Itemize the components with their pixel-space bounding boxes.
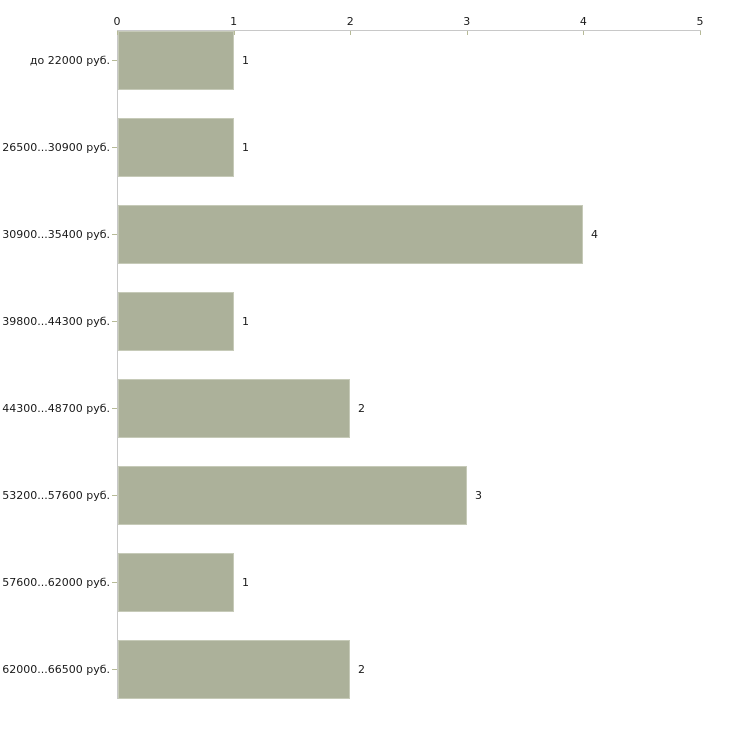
category-tick-mark: [112, 495, 117, 496]
y-axis-line: [117, 30, 118, 699]
value-label: 1: [242, 576, 249, 589]
category-tick-mark: [112, 408, 117, 409]
bar: [118, 640, 350, 699]
bar: [118, 31, 234, 90]
value-label: 1: [242, 315, 249, 328]
category-label: 53200...57600 руб.: [2, 489, 110, 502]
category-label: 30900...35400 руб.: [2, 228, 110, 241]
x-axis-tick-label: 3: [463, 15, 471, 28]
value-label: 4: [591, 228, 598, 241]
bar: [118, 379, 350, 438]
category-tick-mark: [112, 147, 117, 148]
x-axis-tick-label: 4: [579, 15, 587, 28]
x-axis-tick-mark: [583, 31, 584, 35]
category-tick-mark: [112, 234, 117, 235]
x-axis-tick-mark: [700, 31, 701, 35]
value-label: 3: [475, 489, 482, 502]
x-axis-tick-label: 5: [696, 15, 704, 28]
value-label: 2: [358, 402, 365, 415]
value-label: 1: [242, 141, 249, 154]
category-tick-mark: [112, 669, 117, 670]
category-tick-mark: [112, 582, 117, 583]
category-label: 62000...66500 руб.: [2, 663, 110, 676]
x-axis-tick-mark: [234, 31, 235, 35]
x-axis-tick-label: 1: [230, 15, 238, 28]
value-label: 1: [242, 54, 249, 67]
category-tick-mark: [112, 321, 117, 322]
bar: [118, 205, 583, 264]
x-axis-tick-mark: [350, 31, 351, 35]
category-label: 57600...62000 руб.: [2, 576, 110, 589]
x-axis-tick-mark: [467, 31, 468, 35]
bar: [118, 466, 467, 525]
category-label: 39800...44300 руб.: [2, 315, 110, 328]
category-tick-mark: [112, 60, 117, 61]
bar: [118, 118, 234, 177]
value-label: 2: [358, 663, 365, 676]
category-label: 44300...48700 руб.: [2, 402, 110, 415]
x-axis-tick-mark: [117, 31, 118, 35]
category-label: до 22000 руб.: [29, 54, 110, 67]
x-axis-tick-label: 2: [346, 15, 354, 28]
bar: [118, 553, 234, 612]
category-label: 26500...30900 руб.: [2, 141, 110, 154]
x-axis-tick-label: 0: [113, 15, 121, 28]
x-axis-line: [117, 30, 701, 31]
bar: [118, 292, 234, 351]
